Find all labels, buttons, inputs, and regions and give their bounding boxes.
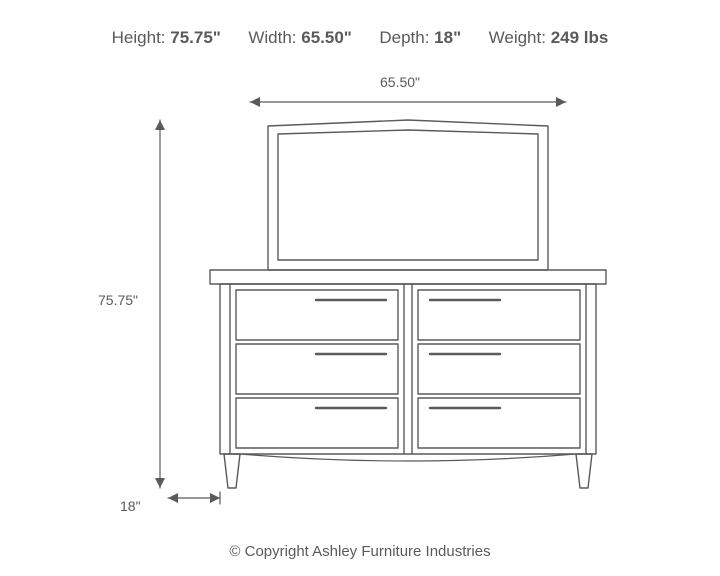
width-dim-label: 65.50" — [380, 74, 420, 90]
spec-row: Height: 75.75" Width: 65.50" Depth: 18" … — [0, 28, 720, 48]
height-dim-label: 75.75" — [98, 292, 138, 308]
width-value: 65.50" — [301, 28, 352, 47]
depth-dim-label: 18" — [120, 498, 141, 514]
depth-value: 18" — [434, 28, 461, 47]
copyright-text: © Copyright Ashley Furniture Industries — [0, 543, 720, 560]
width-label: Width: — [248, 28, 296, 47]
diagram-stage: 65.50" 75.75" 18" — [80, 60, 640, 520]
height-label: Height: — [112, 28, 166, 47]
height-value: 75.75" — [170, 28, 221, 47]
furniture-drawing — [80, 60, 640, 520]
weight-label: Weight: — [489, 28, 546, 47]
weight-value: 249 lbs — [551, 28, 609, 47]
depth-label: Depth: — [379, 28, 429, 47]
